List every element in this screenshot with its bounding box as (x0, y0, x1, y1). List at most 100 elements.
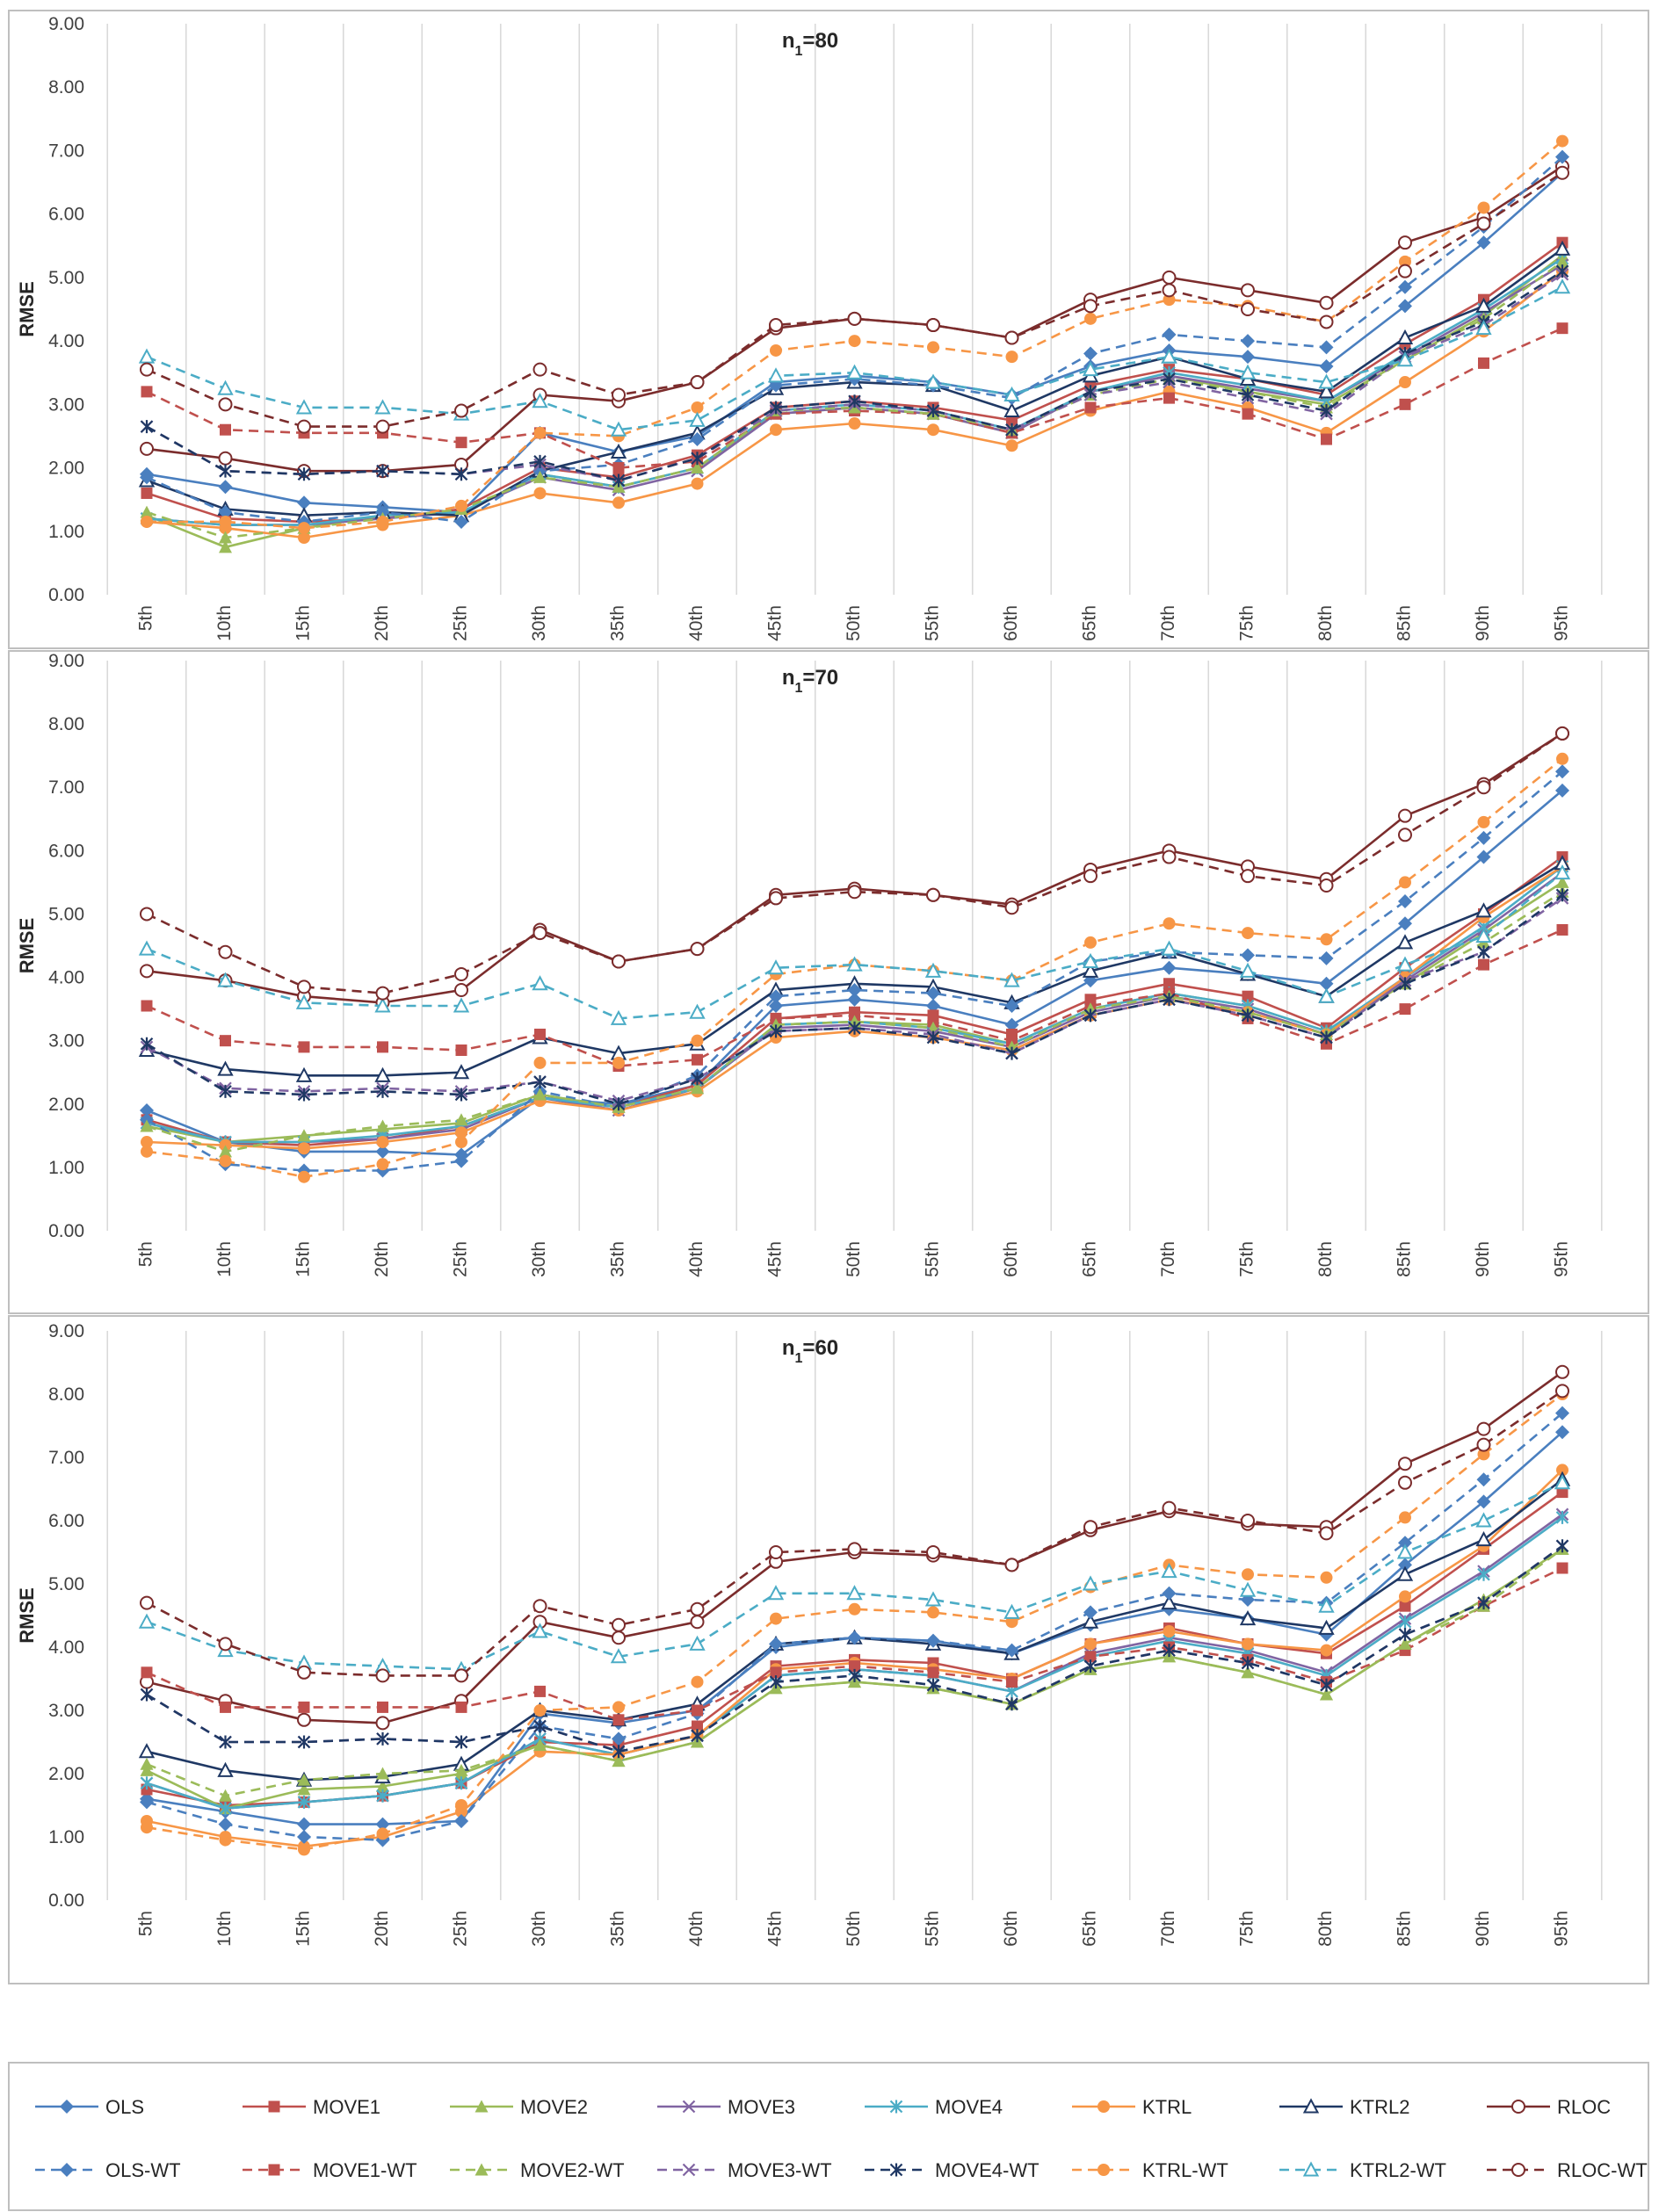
data-point (1396, 934, 1414, 950)
y-tick-label: 7.00 (48, 777, 84, 798)
data-point (140, 1795, 154, 1810)
data-point (1006, 1676, 1018, 1688)
data-point (298, 531, 310, 544)
data-point (1399, 1600, 1411, 1612)
data-point (847, 1542, 862, 1557)
data-point (612, 462, 625, 474)
data-point (924, 962, 942, 978)
data-point (1082, 952, 1099, 969)
chart-panel-1: 0.00 1.00 2.00 3.00 4.00 5.00 6.00 7.00 8.00 9.00… (8, 10, 1649, 649)
data-point (295, 1066, 313, 1082)
legend-label: MOVE3 (728, 2096, 795, 2118)
y-axis-label: RMSE (16, 281, 38, 337)
y-tick-label: 1.00 (48, 1158, 84, 1178)
x-tick-label: 55th (923, 1911, 943, 1947)
data-point (1003, 972, 1020, 987)
data-point (454, 1814, 468, 1828)
data-point (1398, 264, 1412, 278)
data-point (375, 1144, 390, 1159)
x-tick-label: 30th (529, 1241, 549, 1277)
data-point (847, 311, 862, 326)
series-move4-wt (140, 888, 1569, 1111)
y-tick-label: 7.00 (48, 141, 84, 161)
data-point (140, 505, 154, 518)
data-point (532, 975, 548, 991)
data-point (1399, 376, 1411, 389)
x-tick-label: 20th (372, 1911, 392, 1947)
legend-item: MOVE1-WT (243, 2159, 417, 2181)
data-point (846, 956, 863, 972)
data-point (220, 423, 231, 436)
data-point (692, 1053, 703, 1066)
data-point (1004, 900, 1019, 915)
data-point (1555, 1539, 1569, 1553)
legend-marker (268, 2100, 280, 2113)
data-point (846, 1585, 863, 1601)
data-point (926, 1633, 940, 1648)
data-point (1239, 364, 1257, 380)
data-point (1555, 1406, 1569, 1420)
legend-label: OLS (105, 2096, 144, 2118)
data-point (297, 1735, 311, 1749)
data-point (1477, 815, 1490, 828)
data-point (140, 1595, 154, 1610)
data-point (141, 1821, 153, 1834)
y-tick-label: 6.00 (48, 841, 84, 861)
data-point (610, 1009, 627, 1025)
data-point (1554, 278, 1571, 294)
legend-item: MOVE2 (450, 2096, 588, 2118)
data-point (217, 972, 234, 987)
legend-item: MOVE4 (865, 2096, 1003, 2118)
data-point (847, 885, 862, 900)
data-point (1556, 923, 1568, 936)
data-point (375, 1716, 390, 1731)
data-point (374, 399, 391, 415)
data-point (691, 1675, 704, 1688)
x-tick-label: 20th (372, 1241, 392, 1277)
data-point (1004, 999, 1019, 1014)
data-point (847, 992, 862, 1007)
data-point (1241, 1656, 1255, 1670)
x-tick-label: 95th (1552, 605, 1572, 641)
data-point (1478, 357, 1489, 369)
y-tick-label: 5.00 (48, 1574, 84, 1594)
data-point (926, 1545, 940, 1559)
y-tick-label: 4.00 (48, 331, 84, 351)
data-point (297, 1665, 311, 1680)
legend-marker (1511, 2100, 1525, 2114)
data-point (690, 942, 705, 957)
data-point (1083, 1520, 1098, 1535)
data-point (1241, 1514, 1255, 1528)
data-point (141, 487, 153, 499)
data-point (691, 1034, 704, 1047)
x-tick-label: 90th (1473, 1241, 1493, 1277)
data-point (848, 417, 861, 430)
data-point (140, 362, 154, 377)
y-tick-label: 9.00 (48, 1321, 84, 1341)
data-point (376, 515, 389, 528)
legend-item: MOVE2-WT (450, 2159, 625, 2181)
data-point (218, 944, 233, 959)
y-tick-label: 2.00 (48, 1095, 84, 1115)
data-point (1005, 351, 1018, 364)
data-point (1396, 1565, 1414, 1581)
data-point (849, 1660, 860, 1673)
data-point (1318, 1619, 1335, 1635)
data-point (374, 1066, 391, 1082)
data-point (217, 380, 234, 395)
data-point (926, 986, 940, 1001)
y-axis-label: RMSE (16, 1587, 38, 1644)
x-tick-label: 95th (1552, 1241, 1572, 1277)
y-tick-label: 6.00 (48, 205, 84, 225)
data-point (454, 1776, 468, 1790)
panel-title: n1=80 (782, 29, 838, 59)
data-point (141, 1000, 153, 1012)
data-point (1477, 201, 1490, 214)
data-point (1398, 916, 1412, 931)
data-point (376, 464, 389, 478)
data-point (1398, 1536, 1412, 1551)
data-point (376, 1779, 389, 1792)
legend-label: KTRL (1142, 2096, 1192, 2118)
data-point (454, 966, 468, 981)
data-point (1398, 1615, 1412, 1629)
